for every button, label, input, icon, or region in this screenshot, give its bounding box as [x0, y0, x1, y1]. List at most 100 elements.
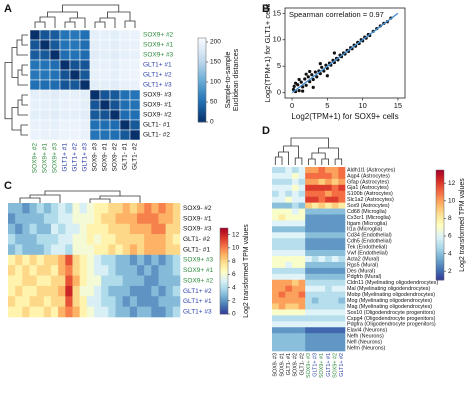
heatmap-cell [172, 254, 181, 266]
point [303, 77, 307, 81]
row-label: Elavl4 (Neurons) [347, 328, 387, 334]
heatmap-cell [291, 297, 299, 304]
heatmap-cell [79, 265, 88, 276]
heatmap-cell [36, 203, 45, 214]
colorbar-segment [198, 96, 206, 99]
heatmap-cell [298, 291, 306, 298]
heatmap-cell [285, 250, 293, 257]
heatmap-cell [108, 234, 116, 245]
point [293, 81, 298, 85]
heatmap-cell [172, 275, 181, 287]
y-tick-label: 10 [273, 35, 281, 44]
colorbar-segment [436, 276, 444, 279]
heatmap-cell [305, 220, 313, 227]
colorbar-segment [436, 210, 444, 213]
row-label: Cd68 (Microglia) [347, 209, 387, 215]
heatmap-cell [311, 339, 319, 346]
colorbar-tick-label: 150 [210, 59, 221, 66]
heatmap-cell [311, 261, 319, 269]
heatmap-cell [115, 306, 123, 318]
heatmap-cell [272, 202, 279, 209]
heatmap-cell [151, 306, 159, 318]
heatmap-cell [311, 256, 319, 263]
heatmap-cell [8, 213, 16, 225]
heatmap-cell [86, 296, 95, 307]
heatmap-cell [79, 285, 88, 297]
heatmap-cell [137, 244, 145, 256]
col-label: GLT1+ #3 [313, 353, 319, 377]
heatmap-cell [305, 339, 313, 346]
heatmap-cell [36, 285, 45, 297]
dendrogram-d-top [274, 137, 343, 165]
heatmap-cell [338, 214, 346, 221]
heatmap-cell [58, 203, 66, 214]
heatmap-cell [144, 306, 152, 318]
x-axis-label: Log2(TPM+1) for SOX9+ cells [291, 112, 398, 121]
heatmap-cell [338, 291, 346, 298]
colorbar-segment [220, 293, 228, 296]
colorbar-segment [220, 250, 228, 253]
heatmap-cell [43, 244, 52, 256]
heatmap-cell [331, 226, 339, 233]
dendrogram-c-top [19, 190, 141, 203]
heatmap-cell [325, 184, 333, 192]
colorbar-segment [220, 230, 228, 233]
heatmap-cell [305, 208, 313, 215]
heatmap-cell [144, 213, 152, 225]
heatmap-cell [79, 39, 91, 51]
heatmap-cell [272, 279, 279, 287]
heatmap-cell [272, 232, 279, 239]
colorbar-segment [436, 199, 444, 202]
col-label: GLT1+ #3 [82, 143, 89, 172]
point [311, 77, 315, 82]
heatmap-cell [338, 279, 346, 287]
heatmap-cell [144, 203, 152, 214]
heatmap-cell [291, 309, 299, 316]
heatmap-cell [51, 254, 59, 266]
colorbar-label: Euclidean distances [233, 48, 240, 111]
heatmap-cell [305, 172, 313, 180]
heatmap-cell [29, 306, 37, 318]
colorbar-segment [436, 177, 444, 180]
heatmap-cell [86, 265, 95, 276]
heatmap-cell [151, 234, 159, 245]
heatmap-cell [338, 232, 346, 239]
row-label: Nefl (Neurons) [347, 340, 382, 346]
heatmap-cell [108, 306, 116, 318]
colorbar-segment [436, 259, 444, 263]
col-label: SOX9+ #3 [52, 143, 59, 174]
point [292, 84, 296, 88]
heatmap-cell [278, 273, 286, 281]
heatmap-cell [272, 303, 279, 310]
colorbar-segment [436, 252, 444, 255]
heatmap-cell [272, 256, 279, 263]
heatmap-cell [94, 285, 102, 297]
col-label: GLT1+ #2 [339, 353, 345, 377]
heatmap-cell [86, 306, 95, 318]
row-label: Tek (Endothelial) [347, 245, 387, 251]
heatmap-cell [291, 261, 299, 269]
heatmap-cell [305, 333, 313, 340]
heatmap-cell [158, 203, 166, 214]
row-label: GLT1+ #2 [143, 72, 172, 79]
heatmap-cell [39, 99, 51, 111]
colorbar-segment [436, 267, 444, 270]
col-label: SOX9+ #2 [32, 143, 39, 174]
heatmap-cell [109, 99, 121, 111]
heatmap-cell [338, 315, 346, 322]
heatmap-cell [298, 202, 306, 209]
heatmap-cell [298, 184, 306, 192]
heatmap-cell [298, 261, 306, 269]
colorbar-segment [198, 99, 206, 102]
colorbar-segment [220, 243, 228, 246]
colorbar-tick-label: 8 [232, 258, 236, 265]
colorbar-segment [198, 110, 206, 113]
heatmap-cell [305, 321, 313, 328]
heatmap-cell [122, 265, 131, 276]
colorbar-segment [198, 67, 206, 70]
heatmap-cell [59, 79, 71, 91]
heatmap-cell [29, 39, 41, 51]
colorbar-segment [220, 292, 228, 295]
heatmap-cell [119, 129, 131, 141]
heatmap-cell [285, 261, 293, 269]
